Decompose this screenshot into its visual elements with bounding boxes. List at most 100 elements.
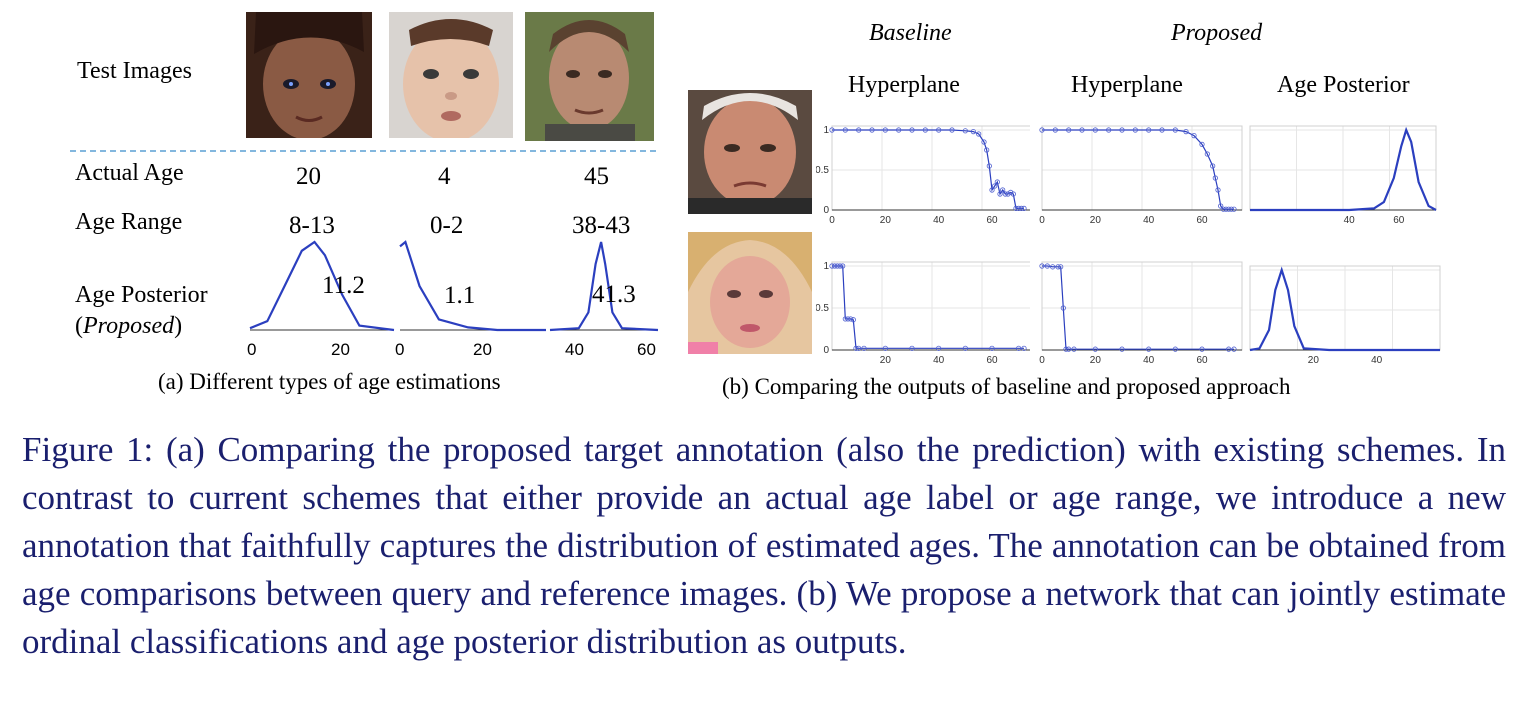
data-point	[1199, 346, 1205, 352]
data-point	[1055, 264, 1061, 270]
data-point	[845, 316, 851, 322]
x-tick-label: 40	[1143, 215, 1155, 226]
face-photo-toddler	[389, 12, 513, 138]
x-tick-label: 60	[1196, 215, 1208, 226]
data-point	[829, 263, 835, 269]
data-point	[1010, 191, 1016, 197]
data-point	[861, 345, 867, 351]
chart-row1-baseline-hyperplane: 0 20 40 60 0 0.5 1	[816, 125, 1030, 226]
data-point	[1021, 205, 1027, 212]
data-point	[1016, 205, 1022, 212]
posterior-value-3: 41.3	[592, 281, 636, 308]
data-point	[936, 345, 942, 351]
paren-close: )	[174, 313, 183, 339]
data-point	[848, 316, 854, 322]
data-point	[962, 128, 968, 134]
data-point	[981, 139, 987, 145]
row-label-proposed: (Proposed)	[75, 313, 182, 340]
data-point	[1218, 203, 1224, 209]
posterior-chart-1	[249, 240, 395, 332]
chart-row2-age-posterior: 20 40	[1249, 265, 1441, 366]
posterior-value-2: 1.1	[444, 282, 476, 309]
data-point	[1172, 127, 1178, 133]
data-point	[989, 187, 995, 193]
x-tick-label: 60	[986, 355, 998, 366]
data-point	[1231, 346, 1237, 352]
column-header-baseline-hyperplane: Hyperplane	[848, 72, 960, 98]
data-point	[1002, 191, 1008, 197]
series-line	[1249, 266, 1440, 352]
tick-label: 20	[331, 340, 350, 359]
x-tick-label: 40	[1344, 215, 1356, 226]
data-point	[1119, 127, 1125, 133]
data-point	[1044, 263, 1050, 269]
actual-age-value-1: 20	[296, 163, 321, 190]
data-point	[1106, 127, 1112, 133]
figure-caption: Figure 1: (a) Comparing the proposed tar…	[22, 430, 1506, 661]
x-tick-label: 0	[1039, 355, 1045, 366]
data-point	[882, 345, 888, 351]
x-tick-label: 60	[1393, 215, 1405, 226]
data-point	[992, 183, 998, 189]
series-line	[249, 240, 395, 332]
dashed-separator	[70, 150, 660, 152]
sample-image-elderly-man	[688, 90, 812, 214]
data-point	[922, 127, 928, 133]
actual-age-value-3: 45	[584, 163, 609, 190]
data-point	[976, 131, 982, 137]
x-tick-label: 40	[1143, 355, 1155, 366]
x-tick-label: 20	[1308, 355, 1320, 366]
paren-open: (	[75, 313, 83, 339]
group-header-proposed: Proposed	[1171, 20, 1263, 46]
data-point	[1204, 151, 1210, 157]
tick-label: 60	[637, 340, 656, 359]
data-point	[1000, 187, 1006, 193]
tick-label: 40	[565, 340, 584, 359]
data-point	[850, 317, 856, 323]
data-point	[1215, 187, 1221, 193]
series-line	[1042, 265, 1234, 350]
chart-row1-proposed-hyperplane: 0 20 40 60	[1039, 125, 1243, 226]
x-tick-label: 20	[1090, 215, 1102, 226]
tick-label: 20	[473, 340, 492, 359]
data-point	[1018, 205, 1024, 212]
data-point	[829, 127, 835, 133]
data-point	[832, 263, 838, 269]
x-tick-label: 0	[1039, 215, 1045, 226]
data-point	[1199, 141, 1205, 147]
plot-frame	[831, 261, 1030, 351]
tick-label: 0	[395, 340, 405, 359]
data-point	[997, 191, 1003, 197]
age-range-value-2: 0-2	[430, 212, 464, 239]
data-point	[1039, 263, 1045, 269]
data-point	[1132, 127, 1138, 133]
posterior-chart-3	[549, 241, 659, 332]
x-tick-label: 60	[1196, 355, 1208, 366]
data-point	[909, 345, 915, 351]
data-point	[1013, 205, 1019, 212]
column-header-proposed-hyperplane: Hyperplane	[1071, 72, 1183, 98]
data-point	[1039, 127, 1045, 133]
data-point	[1066, 346, 1072, 352]
data-point	[994, 179, 1000, 185]
data-point	[842, 127, 848, 133]
face-photo-elderly-man	[688, 90, 812, 214]
data-point	[984, 147, 990, 153]
data-point	[1228, 206, 1234, 212]
data-point	[1058, 264, 1064, 270]
row-label-age-posterior: Age Posterior	[75, 282, 208, 308]
data-point	[1021, 345, 1027, 351]
data-point	[1146, 127, 1152, 133]
data-point	[1071, 346, 1077, 352]
data-point	[1191, 133, 1197, 139]
data-point	[882, 127, 888, 133]
series-line	[549, 241, 659, 332]
data-point	[1005, 191, 1011, 197]
data-point	[1052, 127, 1058, 133]
data-point	[936, 127, 942, 133]
data-point	[1008, 189, 1014, 196]
data-point	[1226, 206, 1232, 212]
proposed-italic: Proposed	[83, 313, 175, 339]
x-tick-label: 0	[829, 215, 835, 226]
data-point	[1183, 128, 1189, 135]
